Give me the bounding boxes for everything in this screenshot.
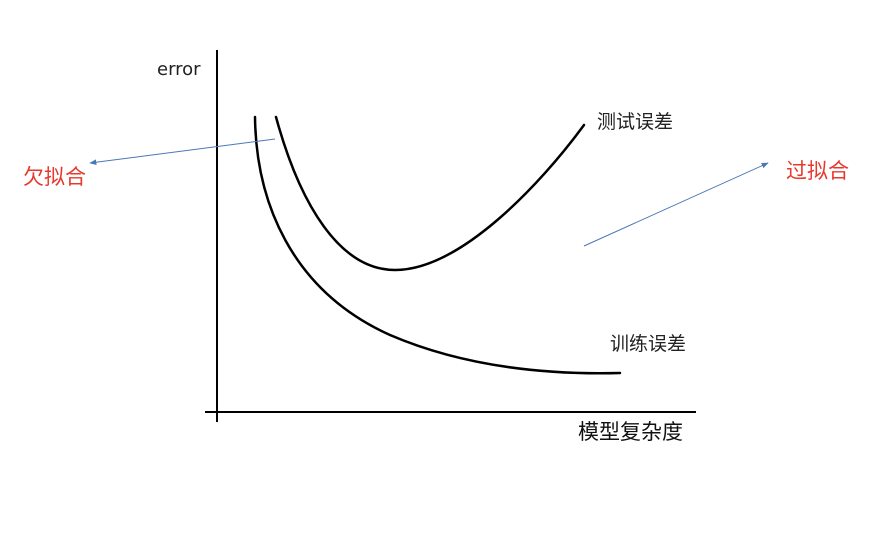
y-axis-label: error	[157, 59, 201, 80]
test-error-curve	[274, 115, 586, 272]
overfitting-arrow	[583, 162, 769, 247]
training-error-label: 训练误差	[610, 333, 686, 355]
x-axis-label: 模型复杂度	[578, 420, 683, 444]
underfitting-label: 欠拟合	[23, 165, 86, 189]
underfitting-arrow	[89, 138, 276, 165]
test-error-label: 测试误差	[597, 111, 673, 133]
overfitting-label: 过拟合	[786, 159, 849, 183]
training-error-curve	[253, 115, 622, 375]
